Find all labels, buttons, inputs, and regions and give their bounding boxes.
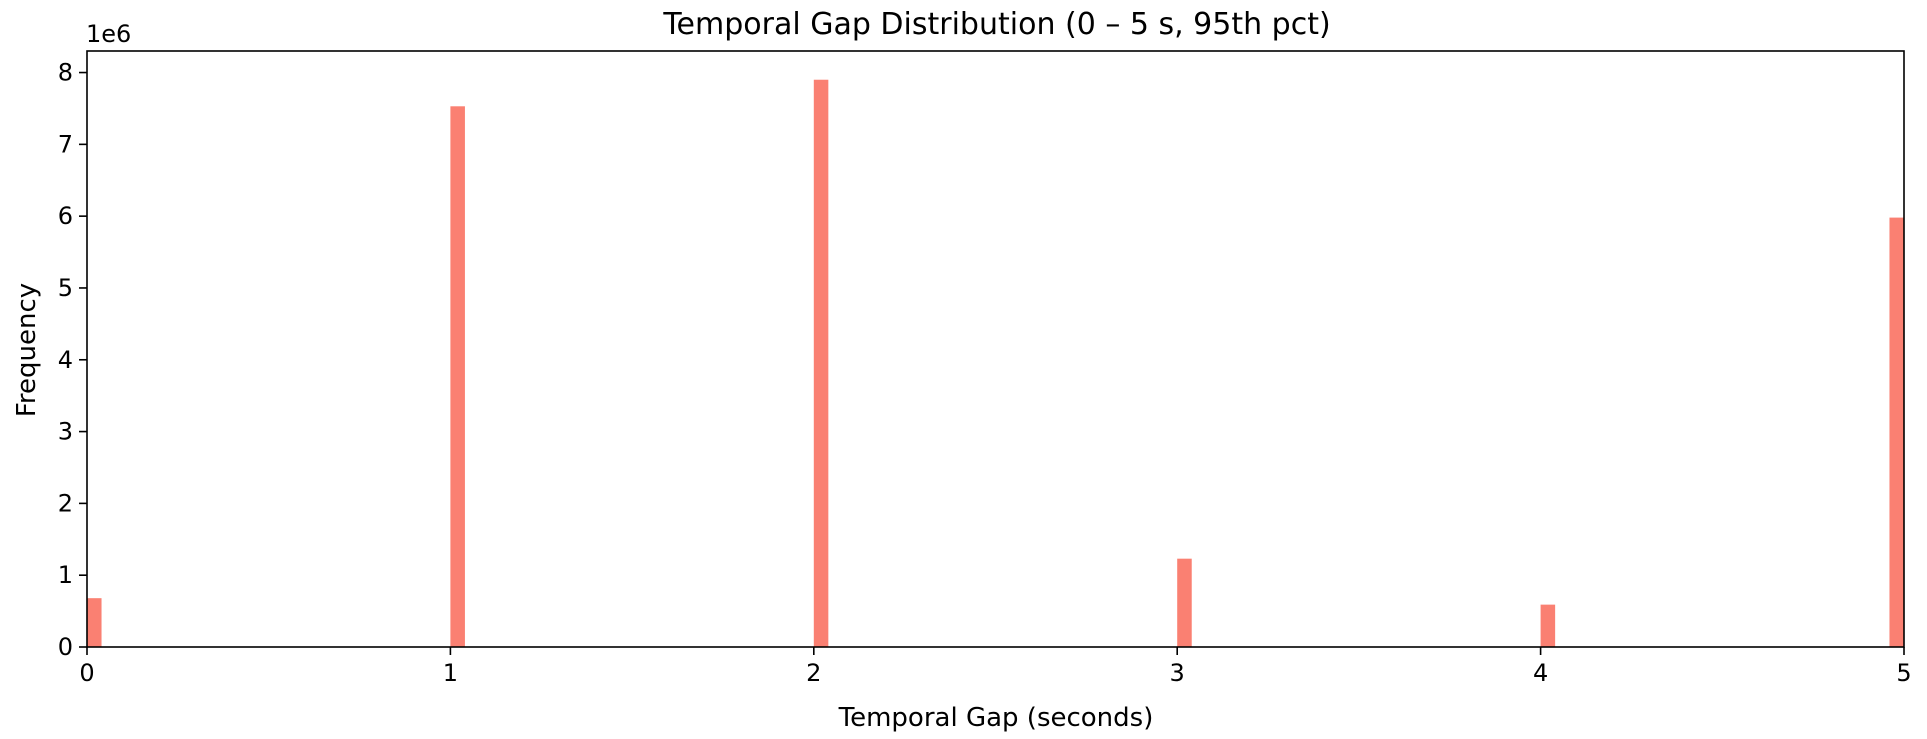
y-tick-label-4: 4 <box>58 346 73 374</box>
y-tick-label-2: 2 <box>58 489 73 517</box>
y-tick-label-7: 7 <box>58 130 73 158</box>
y-tick-label-8: 8 <box>58 59 73 87</box>
bar-1 <box>450 106 465 647</box>
bar-3 <box>1177 558 1192 647</box>
y-tick-label-3: 3 <box>58 418 73 446</box>
y-tick-label-0: 0 <box>58 633 73 661</box>
x-tick-label-4: 4 <box>1533 659 1548 687</box>
y-tick-label-6: 6 <box>58 202 73 230</box>
chart-title: Temporal Gap Distribution (0 – 5 s, 95th… <box>662 7 1330 42</box>
y-tick-label-1: 1 <box>58 561 73 589</box>
ticks-group: 0 1 2 3 4 5 0 1 2 3 4 5 6 7 8 <box>58 59 1912 687</box>
bars-group <box>87 79 1904 647</box>
bar-2 <box>813 79 829 647</box>
y-offset-label: 1e6 <box>86 20 131 48</box>
x-tick-label-0: 0 <box>79 659 94 687</box>
x-axis-label: Temporal Gap (seconds) <box>838 703 1154 733</box>
bar-0 <box>87 598 102 647</box>
x-tick-label-2: 2 <box>806 659 821 687</box>
bar-4 <box>1540 604 1556 647</box>
y-tick-label-5: 5 <box>58 274 73 302</box>
x-tick-label-1: 1 <box>443 659 458 687</box>
y-axis-label: Frequency <box>12 283 42 417</box>
x-tick-label-5: 5 <box>1896 659 1911 687</box>
plot-frame <box>86 50 1905 648</box>
x-tick-label-3: 3 <box>1170 659 1185 687</box>
bar-5 <box>1889 217 1904 647</box>
